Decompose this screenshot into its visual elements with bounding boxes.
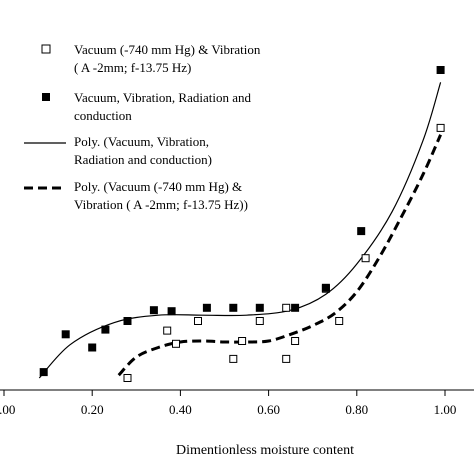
x-tick-label: 0.80 [345, 402, 368, 417]
poly-fit-dashed-line [117, 134, 442, 377]
plot-area: 0.00 0.20 0.40 0.60 0.80 1.00 [0, 66, 474, 417]
data-point-open [291, 337, 300, 345]
data-point-filled [123, 317, 132, 325]
data-point-open [194, 317, 202, 325]
data-point-open [436, 123, 445, 132]
data-point-filled [436, 66, 445, 74]
x-tick-label: 0.20 [81, 402, 104, 417]
data-point-open [282, 354, 291, 363]
data-point-open [282, 303, 291, 312]
x-tick-label: 1.00 [434, 402, 457, 417]
legend-label-2b: conduction [74, 108, 132, 123]
data-point-filled [61, 330, 70, 339]
legend-label-1b: ( A -2mm; f-13.75 Hz) [74, 60, 191, 75]
x-tick-label: 0.40 [169, 402, 192, 417]
data-point-open [172, 339, 180, 348]
x-axis-label: Dimentionless moisture content [176, 443, 354, 458]
legend-marker-open-square [41, 44, 51, 54]
data-point-open [163, 326, 172, 335]
data-point-open [361, 254, 370, 263]
data-point-filled [357, 227, 366, 236]
data-point-filled [291, 303, 300, 312]
data-point-filled [321, 283, 330, 292]
data-point-filled [101, 325, 110, 334]
data-point-filled [255, 303, 264, 312]
data-point-filled [149, 306, 158, 315]
data-point-open [255, 317, 264, 325]
legend-label-4a: Poly. (Vacuum (-740 mm Hg) & [74, 179, 242, 194]
data-point-open [238, 337, 247, 345]
data-point-open [335, 317, 344, 325]
data-point-filled [39, 368, 48, 377]
data-point-filled [88, 343, 97, 352]
data-point-filled [202, 303, 211, 312]
poly-fit-solid-line [38, 82, 442, 379]
legend-label-1a: Vacuum (-740 mm Hg) & Vibration [74, 42, 261, 57]
legend-label-4b: Vibration ( A -2mm; f-13.75 Hz)) [74, 197, 248, 212]
x-tick-label: 0.60 [257, 402, 280, 417]
legend: Vacuum (-740 mm Hg) & Vibration ( A -2mm… [24, 42, 261, 212]
data-point-open [123, 374, 132, 382]
legend-label-3a: Poly. (Vacuum, Vibration, [74, 134, 209, 149]
data-point-filled [167, 307, 176, 316]
legend-label-3b: Radiation and conduction) [74, 152, 212, 167]
legend-marker-filled-square [42, 93, 50, 101]
legend-label-2a: Vacuum, Vibration, Radiation and [74, 90, 251, 105]
data-point-open [229, 354, 238, 363]
data-point-filled [229, 303, 238, 312]
x-tick-label: 0.00 [0, 402, 15, 417]
